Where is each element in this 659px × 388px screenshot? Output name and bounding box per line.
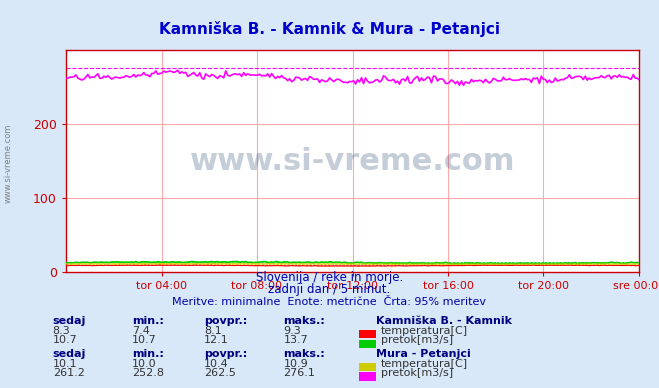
Text: povpr.:: povpr.: [204,316,248,326]
Text: pretok[m3/s]: pretok[m3/s] [381,368,453,378]
Text: sedaj: sedaj [53,349,86,359]
Text: Slovenija / reke in morje.: Slovenija / reke in morje. [256,271,403,284]
Text: 10.1: 10.1 [53,359,77,369]
Text: 10.7: 10.7 [53,335,78,345]
Text: Mura - Petanjci: Mura - Petanjci [376,349,471,359]
Text: 8.3: 8.3 [53,326,71,336]
Text: www.si-vreme.com: www.si-vreme.com [4,123,13,203]
Text: temperatura[C]: temperatura[C] [381,359,468,369]
Text: 12.1: 12.1 [204,335,229,345]
Text: 7.4: 7.4 [132,326,150,336]
Text: 13.7: 13.7 [283,335,308,345]
Text: 262.5: 262.5 [204,368,236,378]
Text: Meritve: minimalne  Enote: metrične  Črta: 95% meritev: Meritve: minimalne Enote: metrične Črta:… [173,296,486,307]
Bar [359,372,376,381]
Text: pretok[m3/s]: pretok[m3/s] [381,335,453,345]
Text: maks.:: maks.: [283,349,325,359]
Text: povpr.:: povpr.: [204,349,248,359]
Text: Kamniška B. - Kamnik: Kamniška B. - Kamnik [376,316,511,326]
Text: temperatura[C]: temperatura[C] [381,326,468,336]
Text: 276.1: 276.1 [283,368,315,378]
Text: min.:: min.: [132,349,163,359]
Text: min.:: min.: [132,316,163,326]
Text: 261.2: 261.2 [53,368,84,378]
Text: www.si-vreme.com: www.si-vreme.com [190,147,515,175]
Text: 10.9: 10.9 [283,359,308,369]
Text: 252.8: 252.8 [132,368,164,378]
Text: Kamniška B. - Kamnik & Mura - Petanjci: Kamniška B. - Kamnik & Mura - Petanjci [159,21,500,37]
Bar [359,363,376,371]
Bar [359,340,376,348]
Text: 10.4: 10.4 [204,359,229,369]
Text: 10.7: 10.7 [132,335,157,345]
Text: sedaj: sedaj [53,316,86,326]
Text: 8.1: 8.1 [204,326,222,336]
Text: zadnji dan / 5 minut.: zadnji dan / 5 minut. [268,283,391,296]
Text: maks.:: maks.: [283,316,325,326]
Text: 10.0: 10.0 [132,359,156,369]
Bar [359,330,376,338]
Text: 9.3: 9.3 [283,326,301,336]
